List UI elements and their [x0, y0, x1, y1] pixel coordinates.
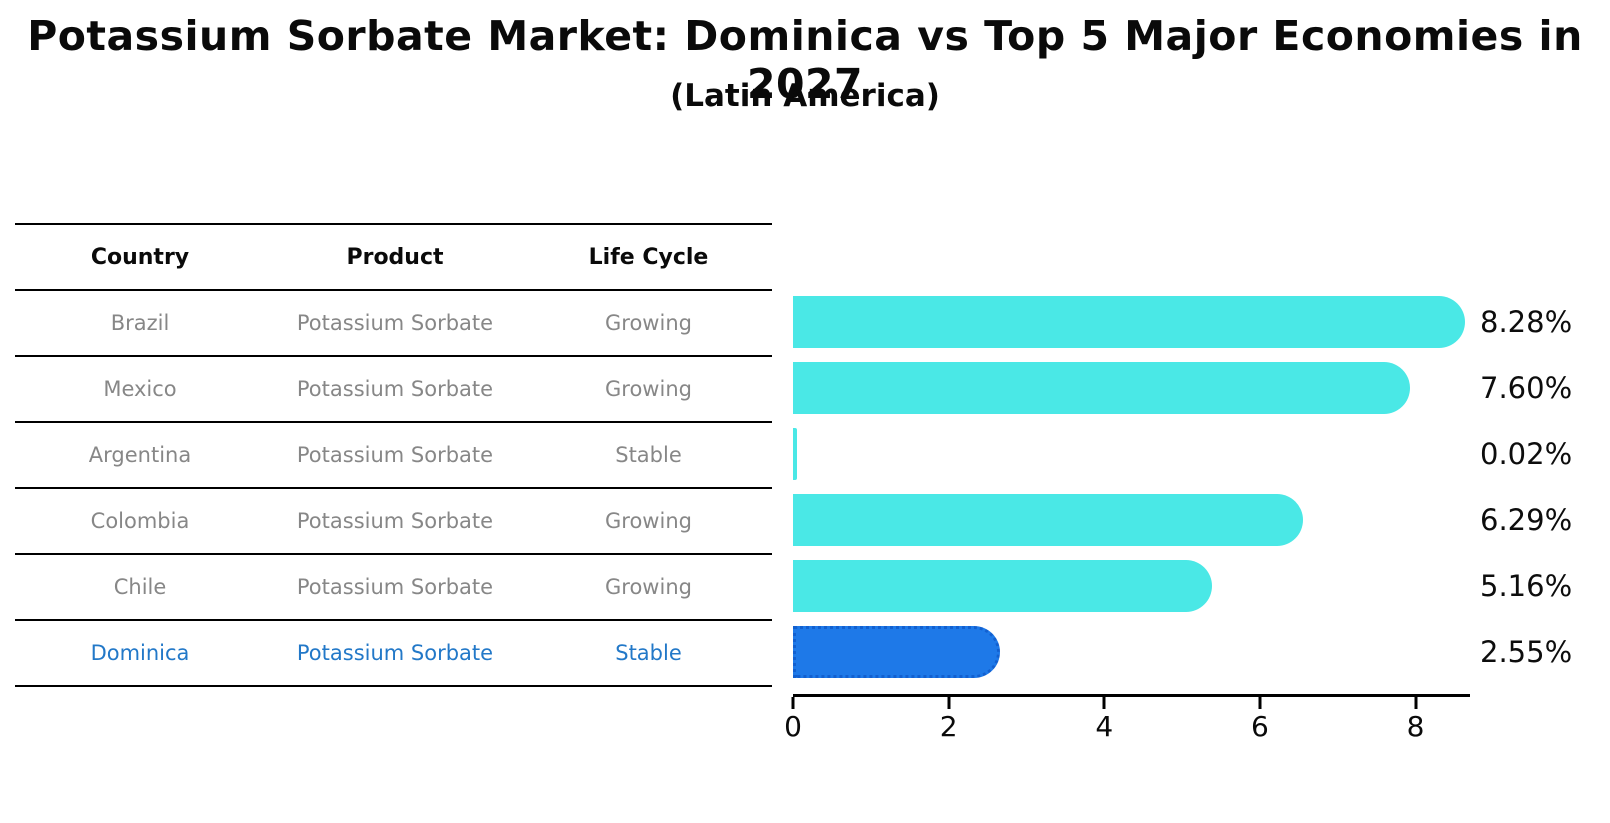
- x-axis-tick: [1102, 697, 1106, 709]
- table-row-argentina: Argentina Potassium Sorbate Stable: [15, 423, 772, 489]
- x-axis-tick: [791, 697, 795, 709]
- x-axis-tick: [1258, 697, 1262, 709]
- country-cell: Chile: [113, 575, 167, 599]
- product-cell: Potassium Sorbate: [296, 641, 494, 665]
- table-row-brazil: Brazil Potassium Sorbate Growing: [15, 291, 772, 357]
- bar-argentina: [793, 428, 797, 480]
- bar-mexico: [793, 362, 1410, 414]
- country-cell: Brazil: [110, 311, 170, 335]
- x-axis-tick: [1414, 697, 1418, 709]
- country-cell: Argentina: [88, 443, 192, 467]
- life-cycle-cell: Growing: [605, 377, 692, 401]
- country-cell: Dominica: [90, 641, 190, 665]
- table-row-chile: Chile Potassium Sorbate Growing: [15, 555, 772, 621]
- value-label-dominica: 2.55%: [1480, 635, 1573, 669]
- bar-chile: [793, 560, 1212, 612]
- life-cycle-cell: Growing: [605, 311, 692, 335]
- table-row-colombia: Colombia Potassium Sorbate Growing: [15, 489, 772, 555]
- product-cell: Potassium Sorbate: [296, 443, 494, 467]
- product-cell: Potassium Sorbate: [296, 575, 494, 599]
- value-label-brazil: 8.28%: [1480, 305, 1573, 339]
- x-axis-tick-label: 2: [939, 710, 958, 743]
- bar-colombia: [793, 494, 1304, 546]
- col-header-life-cycle: Life Cycle: [588, 244, 709, 270]
- x-axis-tick-label: 8: [1406, 710, 1425, 743]
- value-label-argentina: 0.02%: [1480, 437, 1573, 471]
- col-header-country: Country: [90, 244, 190, 270]
- chart-title: Potassium Sorbate Market: Dominica vs To…: [27, 12, 1583, 108]
- life-cycle-cell: Stable: [615, 443, 682, 467]
- country-table: Country Product Life Cycle Brazil Potass…: [15, 223, 772, 687]
- table-header-row: Country Product Life Cycle: [15, 225, 772, 291]
- country-cell: Colombia: [90, 509, 190, 533]
- value-label-chile: 5.16%: [1480, 569, 1573, 603]
- value-label-mexico: 7.60%: [1480, 371, 1573, 405]
- x-axis-tick-label: 0: [784, 710, 802, 743]
- product-cell: Potassium Sorbate: [296, 509, 494, 533]
- chart-subtitle: (Latin America): [670, 78, 940, 114]
- country-cell: Mexico: [103, 377, 177, 401]
- life-cycle-cell: Stable: [615, 641, 682, 665]
- col-header-product: Product: [346, 244, 444, 270]
- product-cell: Potassium Sorbate: [296, 377, 494, 401]
- bar-dominica: [793, 626, 1000, 678]
- table-row-dominica: Dominica Potassium Sorbate Stable: [15, 621, 772, 687]
- bar-chart-plot-area: [793, 223, 1465, 685]
- x-axis-tick-label: 4: [1095, 710, 1114, 743]
- x-axis-tick-label: 6: [1250, 710, 1269, 743]
- bar-brazil: [793, 296, 1465, 348]
- value-label-colombia: 6.29%: [1480, 503, 1573, 537]
- x-axis: 0 2 4 6 8: [784, 694, 1470, 744]
- life-cycle-cell: Growing: [605, 575, 692, 599]
- life-cycle-cell: Growing: [605, 509, 692, 533]
- x-axis-tick: [947, 697, 951, 709]
- product-cell: Potassium Sorbate: [296, 311, 494, 335]
- table-row-mexico: Mexico Potassium Sorbate Growing: [15, 357, 772, 423]
